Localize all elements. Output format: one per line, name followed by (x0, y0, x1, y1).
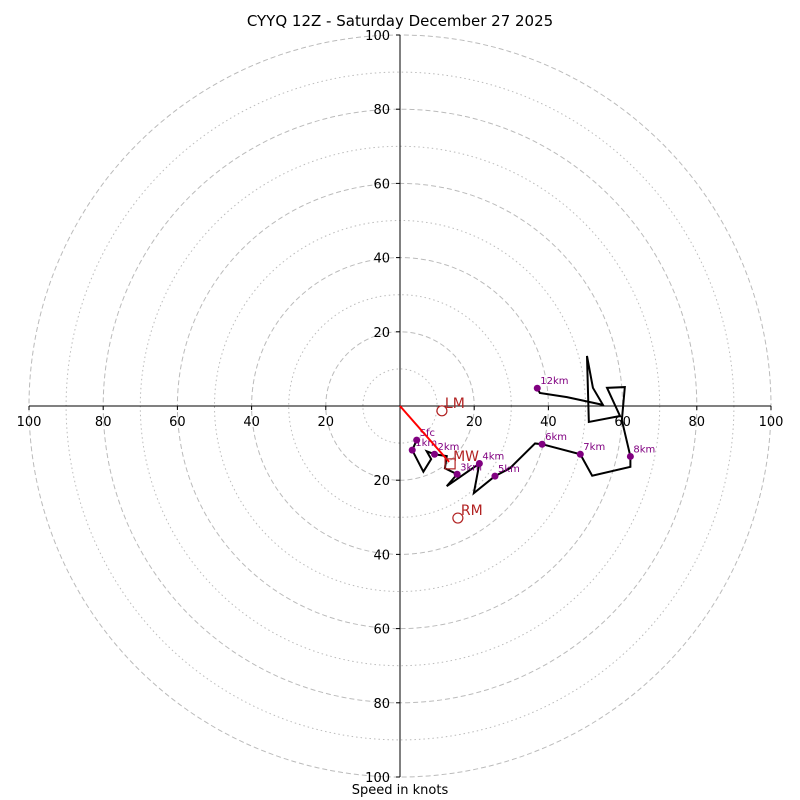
height-marker (538, 440, 546, 448)
x-tick-label: 80 (95, 415, 112, 430)
height-marker (475, 460, 483, 468)
height-marker (533, 384, 541, 392)
height-marker (408, 446, 416, 454)
y-tick-label: 80 (373, 103, 390, 118)
y-tick-label: 20 (373, 326, 390, 341)
storm-motion-marker (452, 512, 464, 524)
height-marker-label: 12km (540, 376, 568, 387)
height-marker (626, 452, 634, 460)
height-marker-label: 1km (415, 438, 437, 449)
x-tick-label: 100 (759, 415, 784, 430)
y-tick-label: 20 (373, 474, 390, 489)
y-tick-label: 60 (373, 623, 390, 638)
mean-wind-arrow (399, 405, 450, 463)
height-marker-label: 3km (460, 462, 482, 473)
height-marker-label: 6km (545, 432, 567, 443)
height-marker (431, 450, 439, 458)
x-tick-label: 40 (540, 415, 557, 430)
storm-motion-marker (436, 405, 448, 417)
height-marker-label: 2km (438, 442, 460, 453)
wind-profile-line (411, 355, 632, 496)
storm-motion-label: LM (445, 396, 465, 412)
height-marker (491, 472, 499, 480)
height-marker (453, 470, 461, 478)
x-axis-label: Speed in knots (351, 783, 449, 798)
height-marker-label: 7km (583, 442, 605, 453)
x-tick-label: 20 (318, 415, 335, 430)
height-marker-label: Sfc (420, 428, 435, 439)
y-tick-label: 40 (373, 252, 390, 267)
y-tick-label: 100 (365, 771, 390, 786)
x-tick-label: 40 (243, 415, 260, 430)
height-marker (576, 450, 584, 458)
height-marker-label: 8km (633, 444, 655, 455)
x-tick-label: 60 (169, 415, 186, 430)
storm-motion-label: RM (461, 503, 483, 519)
y-tick-label: 100 (365, 29, 390, 44)
height-marker-label: 4km (482, 452, 504, 463)
storm-motion-label: MW (453, 449, 479, 465)
storm-motion-marker (444, 458, 456, 470)
height-marker-label: 5km (498, 464, 520, 475)
x-tick-label: 80 (689, 415, 706, 430)
height-marker (413, 436, 421, 444)
x-tick-label: 100 (17, 415, 42, 430)
y-tick-label: 60 (373, 177, 390, 192)
y-tick-label: 80 (373, 697, 390, 712)
y-tick-label: 40 (373, 548, 390, 563)
chart-title: CYYQ 12Z - Saturday December 27 2025 (246, 12, 554, 30)
x-tick-label: 20 (466, 415, 483, 430)
